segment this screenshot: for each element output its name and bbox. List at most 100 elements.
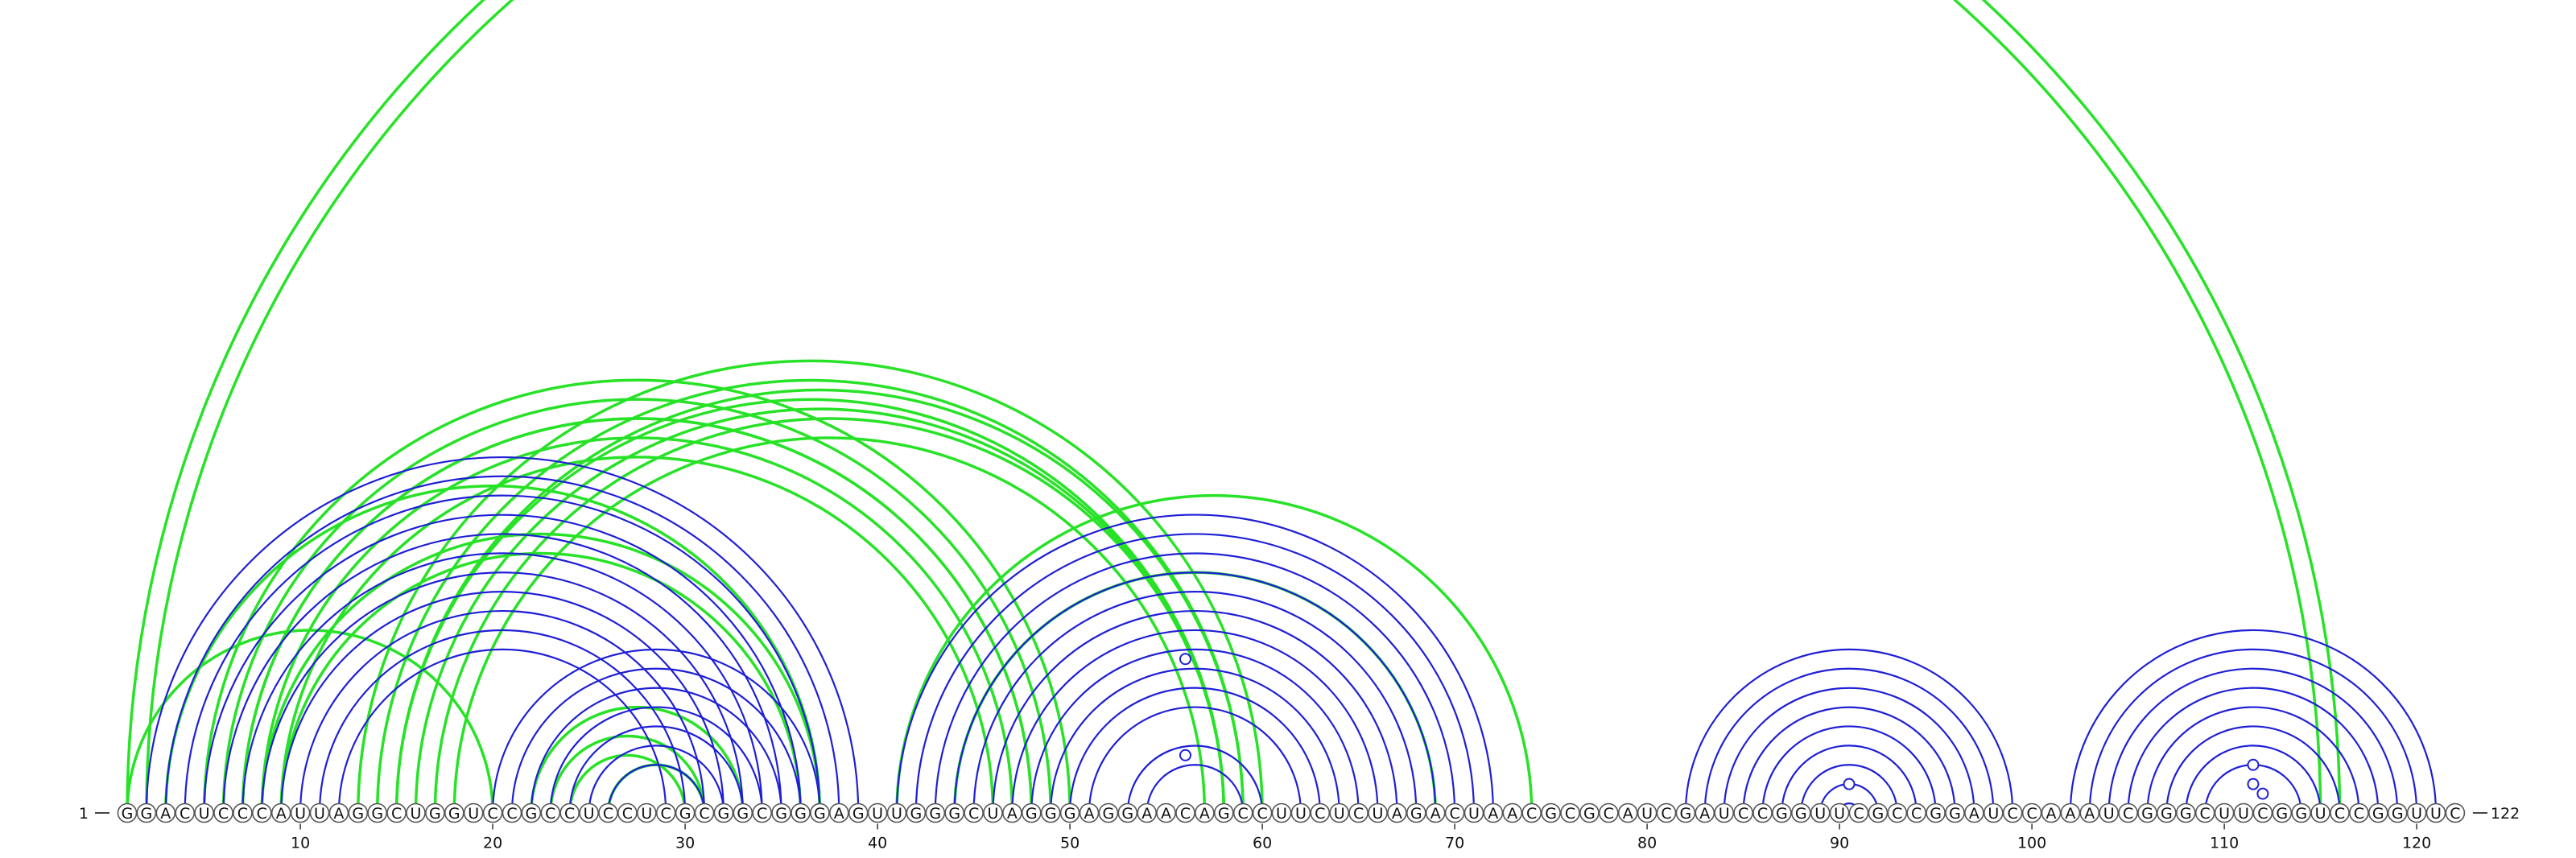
nucleotide: C: [1887, 802, 1908, 823]
nucleotide: G: [1945, 802, 1965, 823]
tick-label: 70: [1445, 835, 1464, 852]
nucleotide-circle: [1733, 802, 1753, 823]
nucleotide-letter: U: [1641, 805, 1653, 823]
nucleotide-letter: C: [1853, 805, 1864, 823]
blue-arc: [607, 764, 706, 814]
blue-arc: [2165, 725, 2341, 814]
nucleotide-letter: C: [1449, 805, 1459, 823]
nucleotide: C: [1232, 802, 1253, 823]
nucleotide: U: [194, 802, 214, 823]
nucleotide-circle: [1656, 802, 1677, 823]
nucleotide: U: [636, 802, 657, 823]
nucleotide-letter: U: [1373, 805, 1384, 823]
blue-arc: [2146, 706, 2360, 814]
nucleotide-letter: U: [1276, 805, 1287, 823]
nucleotide-letter: C: [1911, 805, 1922, 823]
nucleotide-letter: G: [1410, 805, 1422, 823]
nucleotide-letter: G: [1680, 805, 1692, 823]
nucleotide: G: [2291, 802, 2311, 823]
nucleotide: C: [2330, 802, 2350, 823]
nucleotide-letter: U: [1814, 805, 1826, 823]
nucleotide: G: [521, 802, 542, 823]
nucleotide-letter: C: [1661, 805, 1671, 823]
nucleotide: U: [2099, 802, 2119, 823]
blue-arc: [1800, 764, 1898, 814]
blue-arc: [2127, 687, 2380, 814]
nucleotide-circle: [810, 802, 830, 823]
arc-marker-circle: [1179, 653, 1191, 666]
nucleotide-circle: [1271, 802, 1292, 823]
nucleotide-letter: C: [603, 805, 613, 823]
arc-marker-circle: [1179, 749, 1191, 761]
nucleotide: C: [2349, 802, 2369, 823]
nucleotide: U: [1271, 802, 1292, 823]
nucleotide-letter: U: [1468, 805, 1480, 823]
sequence-end-label: 122: [2491, 805, 2520, 823]
green-arc: [568, 753, 687, 814]
nucleotide-circle: [1290, 802, 1311, 823]
blue-arc: [549, 706, 763, 814]
green-arc: [145, 0, 2322, 814]
nucleotide-circle: [1098, 802, 1119, 823]
nucleotide-circle: [829, 802, 849, 823]
nucleotide-letter: C: [391, 805, 402, 823]
nucleotide-letter: G: [737, 805, 749, 823]
nucleotide-circle: [2041, 802, 2062, 823]
nucleotide: A: [2060, 802, 2081, 823]
nucleotide: G: [1579, 802, 1600, 823]
nucleotide-letter: G: [1795, 805, 1807, 823]
nucleotide-letter: G: [1949, 805, 1961, 823]
nucleotide-circle: [617, 802, 638, 823]
blue-arc: [2185, 745, 2322, 814]
nucleotide-circle: [1040, 802, 1061, 823]
blue-arc: [222, 533, 782, 814]
nucleotide-letter: A: [1699, 805, 1710, 823]
nucleotide-letter: C: [2450, 805, 2460, 823]
nucleotide: G: [117, 802, 138, 823]
arc-marker-circle: [2247, 778, 2260, 790]
nucleotide-circle: [1906, 802, 1926, 823]
nucleotide-letter: G: [1026, 805, 1038, 823]
nucleotide: G: [675, 802, 696, 823]
nucleotide-circle: [1829, 802, 1850, 823]
nucleotide-circle: [270, 802, 291, 823]
blue-arc: [972, 591, 1418, 814]
nucleotide-circle: [944, 802, 964, 823]
nucleotide: U: [1637, 802, 1657, 823]
nucleotide-circle: [1214, 802, 1234, 823]
green-arc: [279, 551, 803, 814]
nucleotide-letter: C: [2123, 805, 2133, 823]
nucleotide-letter: C: [2008, 805, 2018, 823]
nucleotide-letter: C: [1238, 805, 1249, 823]
nucleotide-letter: G: [1776, 805, 1788, 823]
nucleotide-letter: C: [487, 805, 497, 823]
nucleotide-letter: U: [2411, 805, 2422, 823]
nucleotide-circle: [463, 802, 484, 823]
blue-arc: [203, 514, 802, 814]
blue-arc: [1030, 648, 1360, 814]
tick-label: 120: [2402, 835, 2431, 852]
blue-arc: [492, 648, 821, 814]
nucleotide-letter: C: [1757, 805, 1768, 823]
nucleotide-letter: C: [506, 805, 517, 823]
nucleotide: C: [617, 802, 638, 823]
nucleotide-circle: [1810, 802, 1831, 823]
blue-arc: [1761, 725, 1937, 814]
blue-arc: [299, 609, 706, 814]
nucleotide-letter: C: [2200, 805, 2211, 823]
nucleotide: U: [2425, 802, 2446, 823]
nucleotide: C: [1310, 802, 1331, 823]
nucleotide-letter: C: [564, 805, 575, 823]
nucleotide-circle: [1425, 802, 1446, 823]
tick-label: 50: [1060, 835, 1080, 852]
arc-marker-circle: [2247, 758, 2260, 771]
nucleotide-letter: A: [1141, 805, 1152, 823]
nucleotide-circle: [1599, 802, 1619, 823]
nucleotide-letter: G: [2392, 805, 2404, 823]
nucleotide-letter: G: [1872, 805, 1885, 823]
green-arc: [549, 734, 706, 814]
nucleotide-letter: C: [1257, 805, 1267, 823]
nucleotide-circle: [2233, 802, 2254, 823]
nucleotide-letter: U: [314, 805, 325, 823]
nucleotide-letter: G: [2180, 805, 2192, 823]
